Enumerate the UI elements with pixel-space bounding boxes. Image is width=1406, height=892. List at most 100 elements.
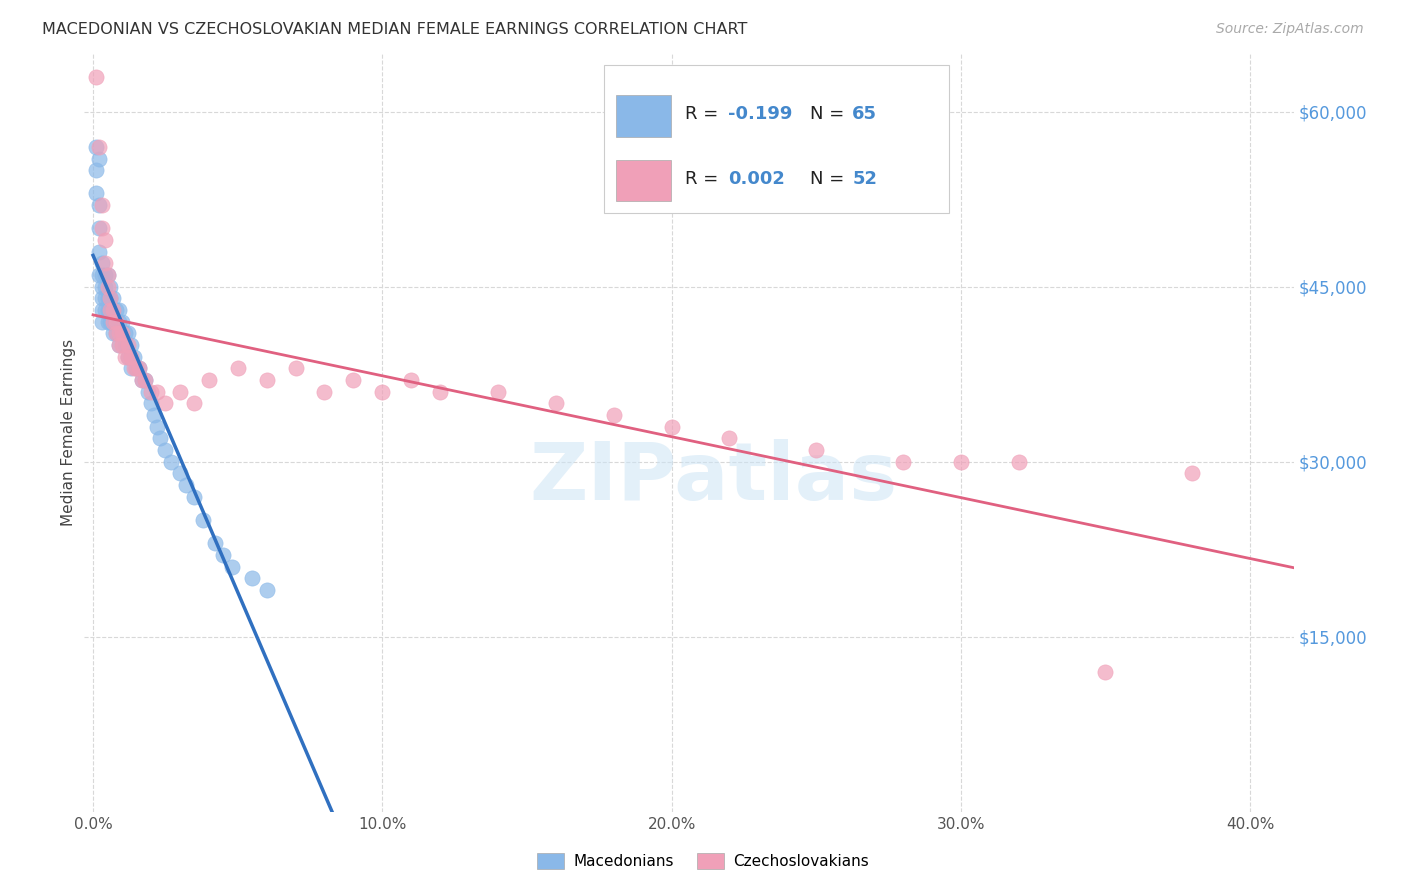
Point: [108, 338, 131, 352]
Point: [105, 326, 128, 341]
Point: [90, 268, 112, 282]
Point: [114, 350, 136, 364]
Point: [103, 303, 125, 318]
Point: [105, 303, 128, 318]
Point: [240, 571, 263, 585]
Point: [100, 292, 122, 306]
Point: [120, 338, 142, 352]
Point: [108, 303, 131, 318]
Point: [122, 361, 145, 376]
Point: [314, 384, 336, 399]
Text: Source: ZipAtlas.com: Source: ZipAtlas.com: [1216, 22, 1364, 37]
Point: [117, 350, 139, 364]
Point: [93, 292, 115, 306]
Point: [103, 303, 125, 318]
Point: [160, 455, 183, 469]
Point: [93, 303, 115, 318]
Point: [139, 396, 162, 410]
Point: [1008, 455, 1031, 469]
Point: [174, 478, 197, 492]
Point: [100, 292, 122, 306]
Point: [131, 373, 153, 387]
Point: [87, 244, 110, 259]
Point: [603, 408, 626, 422]
Point: [105, 315, 128, 329]
Point: [891, 455, 914, 469]
Point: [84, 163, 107, 178]
Point: [120, 361, 142, 376]
Point: [284, 361, 307, 376]
Text: R =: R =: [685, 169, 724, 187]
Point: [84, 186, 107, 201]
Text: -0.199: -0.199: [728, 105, 792, 123]
Point: [108, 338, 131, 352]
Point: [87, 268, 110, 282]
Point: [486, 384, 509, 399]
Point: [226, 361, 249, 376]
Point: [93, 280, 115, 294]
Point: [103, 326, 125, 341]
Point: [103, 292, 125, 306]
Point: [90, 280, 112, 294]
Point: [128, 361, 150, 376]
Point: [183, 490, 205, 504]
Point: [134, 373, 156, 387]
Point: [212, 548, 235, 562]
FancyBboxPatch shape: [616, 95, 671, 137]
Point: [1094, 665, 1116, 679]
Point: [84, 70, 107, 84]
Point: [90, 315, 112, 329]
Point: [139, 384, 162, 399]
Point: [87, 221, 110, 235]
Point: [105, 315, 128, 329]
Point: [117, 350, 139, 364]
Point: [96, 280, 118, 294]
Point: [103, 315, 125, 329]
Point: [429, 384, 451, 399]
Point: [131, 373, 153, 387]
Point: [90, 303, 112, 318]
Point: [134, 373, 156, 387]
Text: N =: N =: [810, 169, 849, 187]
Point: [111, 326, 134, 341]
Point: [718, 432, 741, 446]
Text: R =: R =: [685, 105, 724, 123]
Point: [122, 350, 145, 364]
Text: 52: 52: [852, 169, 877, 187]
Point: [197, 373, 219, 387]
Point: [145, 419, 167, 434]
Point: [148, 432, 170, 446]
Y-axis label: Median Female Earnings: Median Female Earnings: [60, 339, 76, 526]
Point: [256, 373, 278, 387]
Point: [111, 315, 134, 329]
Point: [221, 559, 243, 574]
Point: [111, 338, 134, 352]
Point: [204, 536, 226, 550]
Point: [90, 256, 112, 270]
Point: [100, 280, 122, 294]
Point: [87, 140, 110, 154]
Point: [120, 350, 142, 364]
Point: [117, 338, 139, 352]
Point: [544, 396, 567, 410]
Point: [96, 268, 118, 282]
Point: [100, 303, 122, 318]
Point: [1181, 467, 1204, 481]
Point: [93, 233, 115, 247]
Point: [96, 303, 118, 318]
Point: [114, 326, 136, 341]
Text: N =: N =: [810, 105, 849, 123]
Point: [96, 268, 118, 282]
Point: [125, 361, 148, 376]
Point: [90, 221, 112, 235]
Point: [806, 443, 828, 458]
Point: [108, 326, 131, 341]
Point: [114, 338, 136, 352]
Point: [96, 292, 118, 306]
Point: [155, 396, 177, 410]
Point: [155, 443, 177, 458]
Point: [342, 373, 364, 387]
Point: [108, 315, 131, 329]
Point: [169, 467, 191, 481]
Point: [136, 384, 159, 399]
